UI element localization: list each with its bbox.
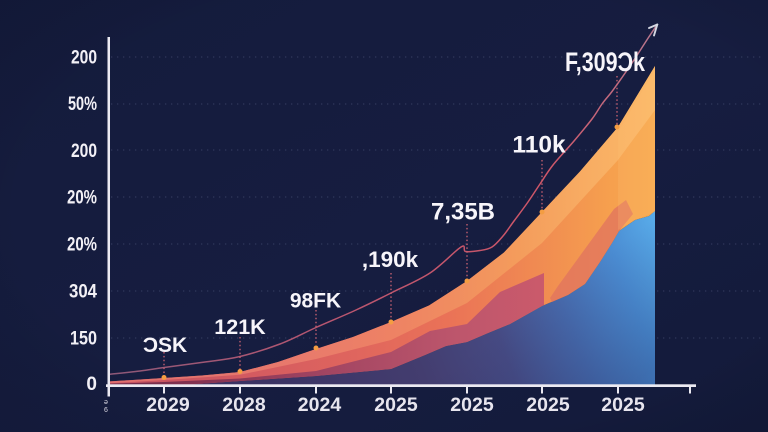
svg-text:2025: 2025 bbox=[526, 394, 570, 416]
svg-text:150: 150 bbox=[70, 329, 97, 350]
svg-text:ƆSK: ƆSK bbox=[143, 334, 187, 357]
svg-text:2028: 2028 bbox=[222, 394, 266, 416]
svg-text:304: 304 bbox=[69, 282, 97, 303]
svg-text:F,309Ɔk: F,309Ɔk bbox=[565, 47, 645, 77]
svg-text:2025: 2025 bbox=[450, 394, 494, 416]
svg-text:200: 200 bbox=[71, 141, 97, 162]
svg-text:121K: 121K bbox=[214, 315, 266, 339]
svg-text:20%: 20% bbox=[67, 188, 97, 209]
svg-text:7,35B: 7,35B bbox=[431, 199, 495, 226]
svg-text:2025: 2025 bbox=[601, 394, 645, 416]
svg-text:2029: 2029 bbox=[146, 394, 190, 416]
svg-text:ə: ə bbox=[104, 399, 108, 406]
svg-text:200: 200 bbox=[71, 48, 97, 69]
svg-text:,190k: ,190k bbox=[362, 247, 419, 272]
svg-text:0: 0 bbox=[86, 374, 97, 395]
svg-text:2025: 2025 bbox=[374, 394, 418, 416]
svg-text:2024: 2024 bbox=[298, 394, 342, 416]
svg-text:110k: 110k bbox=[512, 132, 566, 159]
svg-text:6: 6 bbox=[104, 407, 108, 414]
svg-text:50%: 50% bbox=[68, 94, 97, 115]
svg-text:98FK: 98FK bbox=[290, 290, 341, 313]
svg-text:20%: 20% bbox=[67, 235, 97, 256]
